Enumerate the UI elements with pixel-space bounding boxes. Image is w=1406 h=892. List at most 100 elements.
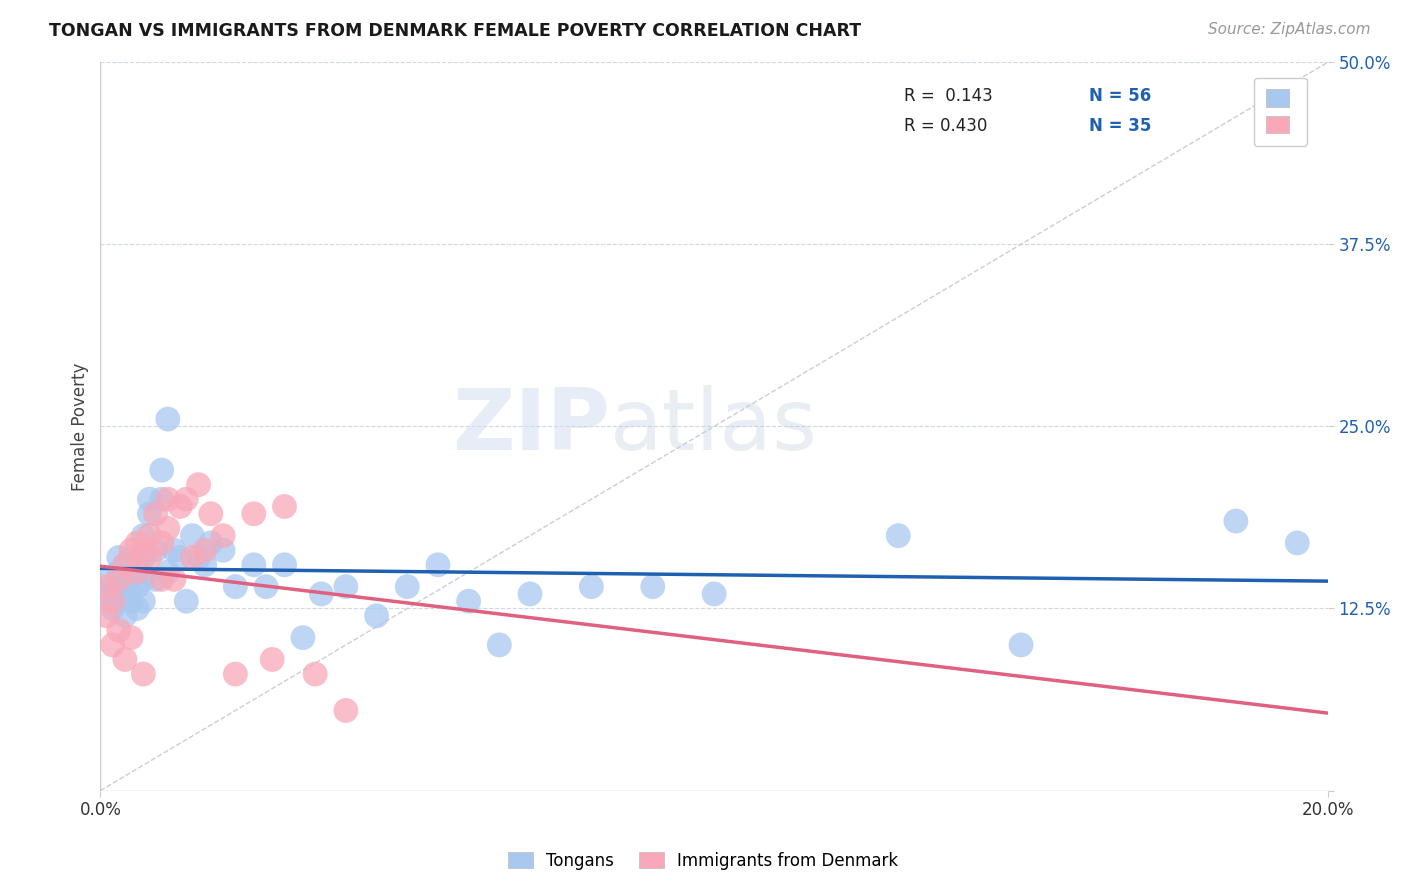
Point — [304, 667, 326, 681]
Point — [887, 528, 910, 542]
Point — [127, 580, 149, 594]
Point — [96, 580, 118, 594]
Point — [703, 587, 725, 601]
Point — [1225, 514, 1247, 528]
Point — [96, 587, 118, 601]
Point — [291, 631, 314, 645]
Point — [138, 528, 160, 542]
Point — [224, 580, 246, 594]
Point — [335, 580, 357, 594]
Point — [107, 594, 129, 608]
Point — [120, 594, 142, 608]
Point — [156, 521, 179, 535]
Text: TONGAN VS IMMIGRANTS FROM DENMARK FEMALE POVERTY CORRELATION CHART: TONGAN VS IMMIGRANTS FROM DENMARK FEMALE… — [49, 22, 862, 40]
Point — [107, 624, 129, 638]
Point — [273, 558, 295, 572]
Point — [101, 594, 124, 608]
Text: atlas: atlas — [610, 384, 818, 468]
Text: Source: ZipAtlas.com: Source: ZipAtlas.com — [1208, 22, 1371, 37]
Point — [120, 550, 142, 565]
Point — [273, 500, 295, 514]
Point — [132, 543, 155, 558]
Point — [311, 587, 333, 601]
Point — [132, 550, 155, 565]
Point — [132, 667, 155, 681]
Text: R = 0.430: R = 0.430 — [904, 117, 988, 136]
Point — [145, 543, 167, 558]
Point — [145, 572, 167, 586]
Point — [120, 572, 142, 586]
Point — [156, 412, 179, 426]
Point — [107, 565, 129, 579]
Text: R =  0.143: R = 0.143 — [904, 87, 993, 105]
Point — [212, 528, 235, 542]
Point — [174, 492, 197, 507]
Point — [194, 543, 217, 558]
Point — [107, 572, 129, 586]
Point — [224, 667, 246, 681]
Point — [156, 492, 179, 507]
Text: N = 35: N = 35 — [1088, 117, 1152, 136]
Point — [457, 594, 479, 608]
Point — [426, 558, 449, 572]
Point — [212, 543, 235, 558]
Point — [132, 528, 155, 542]
Point — [114, 558, 136, 572]
Point — [150, 572, 173, 586]
Point — [181, 528, 204, 542]
Point — [132, 572, 155, 586]
Point — [243, 558, 266, 572]
Point — [396, 580, 419, 594]
Point — [96, 608, 118, 623]
Point — [145, 507, 167, 521]
Point — [169, 550, 191, 565]
Point — [114, 652, 136, 666]
Text: N = 56: N = 56 — [1088, 87, 1152, 105]
Point — [187, 550, 209, 565]
Point — [1010, 638, 1032, 652]
Point — [127, 536, 149, 550]
Point — [181, 550, 204, 565]
Point — [1286, 536, 1309, 550]
Point — [127, 601, 149, 615]
Point — [120, 543, 142, 558]
Point — [243, 507, 266, 521]
Point — [127, 565, 149, 579]
Point — [488, 638, 510, 652]
Point — [96, 572, 118, 586]
Point — [641, 580, 664, 594]
Y-axis label: Female Poverty: Female Poverty — [72, 362, 89, 491]
Point — [114, 608, 136, 623]
Point — [127, 558, 149, 572]
Point — [150, 536, 173, 550]
Point — [138, 550, 160, 565]
Text: ZIP: ZIP — [453, 384, 610, 468]
Point — [169, 500, 191, 514]
Point — [150, 463, 173, 477]
Point — [101, 638, 124, 652]
Point — [101, 580, 124, 594]
Point — [194, 558, 217, 572]
Point — [163, 543, 186, 558]
Point — [254, 580, 277, 594]
Point — [262, 652, 284, 666]
Point — [107, 550, 129, 565]
Point — [138, 492, 160, 507]
Point — [335, 703, 357, 717]
Point — [366, 608, 388, 623]
Point — [120, 631, 142, 645]
Point — [187, 477, 209, 491]
Point — [138, 507, 160, 521]
Point — [581, 580, 603, 594]
Point — [150, 492, 173, 507]
Legend: Tongans, Immigrants from Denmark: Tongans, Immigrants from Denmark — [501, 846, 905, 877]
Point — [101, 601, 124, 615]
Point — [114, 558, 136, 572]
Point — [200, 536, 222, 550]
Point — [114, 580, 136, 594]
Point — [519, 587, 541, 601]
Legend: , : , — [1254, 78, 1308, 145]
Point — [156, 565, 179, 579]
Point — [200, 507, 222, 521]
Point — [174, 594, 197, 608]
